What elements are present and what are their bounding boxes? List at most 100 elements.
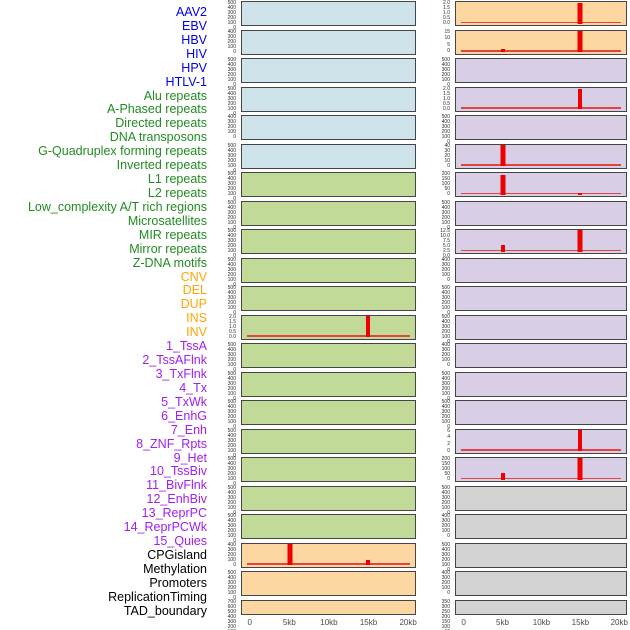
y-tick-label: 200 <box>441 171 450 178</box>
y-tick-label: 100 <box>227 77 236 84</box>
plot-panel-3_TxFlnk <box>455 115 627 141</box>
y-axis-ticks: 2.0 1.5 1.0 0.5 0.0 <box>204 314 236 340</box>
y-tick-label: 2.0 <box>443 85 450 92</box>
plot-panel-13_ReprPC <box>455 400 627 426</box>
y-tick-label: 15 <box>444 28 450 35</box>
y-tick-label: 200 <box>441 414 450 421</box>
y-axis-ticks: 500 400 300 200 100 0 <box>204 172 236 202</box>
y-tick-label: 100 <box>227 362 236 369</box>
y-tick-label: 30 <box>444 147 450 154</box>
y-axis-ticks: 400 300 200 100 0 <box>204 542 236 568</box>
y-axis-ticks: 500 400 300 200 100 0 <box>204 514 236 544</box>
y-tick-label: 400 <box>227 432 236 439</box>
y-tick-label: 400 <box>441 489 450 496</box>
plot-panel-CNV <box>241 542 416 568</box>
y-tick-label: 300 <box>227 209 236 216</box>
x-tick-label: 20kb <box>610 618 628 627</box>
y-tick-label: 500 <box>441 399 450 406</box>
feature-label: MIR repeats <box>138 227 207 242</box>
feature-label: Methylation <box>143 561 207 576</box>
y-tick-label: 100 <box>227 476 236 483</box>
y-tick-label: 200 <box>441 580 450 587</box>
feature-label: EBV <box>181 18 207 33</box>
y-tick-label: 400 <box>441 256 450 263</box>
y-axis-ticks: 500 400 300 200 100 0 <box>418 199 450 230</box>
plot-panel-9_Het <box>455 286 627 312</box>
feature-label: DUP <box>180 297 207 312</box>
y-tick-label: 400 <box>441 404 450 411</box>
plot-panel-11_BivFlnk <box>455 343 627 369</box>
zero-baseline <box>461 249 621 252</box>
y-tick-label: 500 <box>227 608 236 615</box>
y-tick-label: 200 <box>441 352 450 359</box>
plot-panel-CPGisland <box>455 485 627 511</box>
feature-label: 14_ReprPCWk <box>123 520 207 535</box>
y-axis-ticks: 350300250200150100500 <box>418 599 450 630</box>
y-tick-label: 200 <box>441 328 450 335</box>
y-tick-label: 500 <box>441 199 450 206</box>
y-tick-label: 100 <box>227 419 236 426</box>
plot-panel-1_TssA <box>455 58 627 84</box>
y-tick-label: 2 <box>447 441 450 448</box>
y-tick-label: 500 <box>441 370 450 377</box>
y-tick-label: 100 <box>441 561 450 568</box>
y-axis-ticks: 400 300 200 100 0 <box>204 115 236 140</box>
y-tick-label: 400 <box>227 5 236 11</box>
y-tick-label: 12.5 <box>440 228 450 235</box>
feature-label: 6_EnhG <box>161 408 207 423</box>
plot-panel-G-Quadruplex forming repeats <box>241 286 416 312</box>
y-tick-label: 300 <box>227 10 236 16</box>
y-tick-label: 100 <box>441 333 450 340</box>
feature-label: HTLV-1 <box>165 74 207 89</box>
y-tick-label: 1.5 <box>443 90 450 97</box>
y-tick-label: 200 <box>441 556 450 563</box>
feature-label: L1 repeats <box>147 172 207 187</box>
y-tick-label: 400 <box>227 575 236 582</box>
y-axis-ticks: 500 400 300 200 100 0 <box>204 200 236 230</box>
plot-panel-TAD_boundary <box>455 599 627 615</box>
zero-baseline <box>461 50 621 52</box>
y-tick-label: 500 <box>441 484 450 491</box>
y-tick-label: 0 <box>447 424 450 431</box>
y-tick-label: 1.5 <box>229 318 236 325</box>
y-axis-ticks: 500 400 300 200 100 0 <box>204 143 236 173</box>
feature-label: TAD_boundary <box>123 603 207 618</box>
y-tick-label: 0.5 <box>229 328 236 335</box>
plot-panel-HBV <box>241 58 416 84</box>
y-tick-label: 100 <box>227 219 236 226</box>
plot-panel-Inverted repeats <box>241 314 416 340</box>
plot-panel-Directed repeats <box>241 229 416 255</box>
y-tick-label: 400 <box>227 461 236 468</box>
y-axis-ticks: 500 400 300 200 100 0 <box>204 400 236 430</box>
y-tick-label: 500 <box>441 285 450 292</box>
y-tick-label: 400 <box>227 233 236 240</box>
plot-panel-ReplicationTiming <box>455 571 627 597</box>
y-tick-label: 100 <box>441 181 450 188</box>
y-tick-label: 500 <box>227 456 236 463</box>
y-tick-label: 0 <box>233 82 236 89</box>
y-tick-label: 500 <box>227 484 236 491</box>
signal-spike <box>577 230 583 252</box>
y-tick-label: 200 <box>227 357 236 364</box>
plot-panel-HTLV-1 <box>241 143 416 169</box>
y-tick-label: 300 <box>227 466 236 473</box>
y-tick-label: 100 <box>227 162 236 169</box>
feature-label: Mirror repeats <box>129 241 207 256</box>
y-tick-label: 0 <box>447 224 450 231</box>
plot-panel-4_Tx <box>455 143 627 169</box>
y-tick-label: 100 <box>441 77 450 84</box>
y-tick-label: 0 <box>447 82 450 89</box>
y-tick-label: 100 <box>227 556 236 563</box>
y-tick-label: 100 <box>227 191 236 198</box>
y-tick-label: 400 <box>227 28 236 35</box>
zero-baseline <box>247 335 410 337</box>
plot-panel-Z-DNA motifs <box>241 514 416 540</box>
y-tick-label: 0 <box>233 561 236 568</box>
y-axis-ticks: 500 400 300 200 100 0 <box>204 456 236 487</box>
y-tick-label: 300 <box>441 603 450 610</box>
y-tick-label: 200 <box>227 499 236 506</box>
y-tick-label: 0.5 <box>443 100 450 107</box>
feature-label: Promoters <box>149 575 207 590</box>
feature-label: Low_complexity A/T rich regions <box>27 199 207 214</box>
y-tick-label: 100 <box>441 466 450 473</box>
